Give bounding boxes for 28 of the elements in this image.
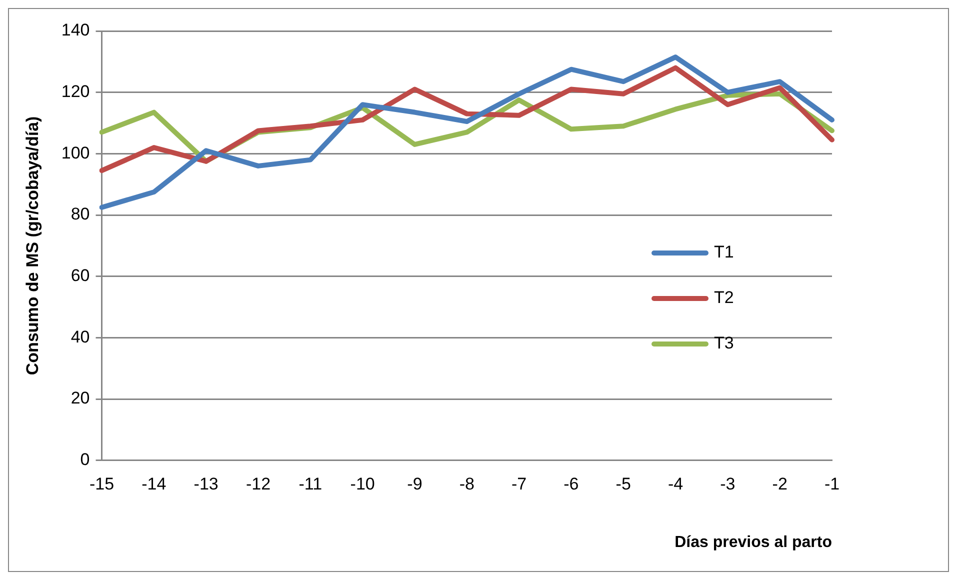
legend-label: T2 bbox=[714, 288, 734, 308]
x-tick-label: -2 bbox=[772, 474, 788, 494]
x-tick-label: -12 bbox=[246, 474, 271, 494]
x-tick-label: -11 bbox=[298, 474, 322, 494]
x-tick-label: -5 bbox=[616, 474, 631, 494]
y-tick-label: 0 bbox=[80, 450, 90, 470]
x-tick-label: -10 bbox=[350, 474, 375, 494]
x-tick-label: -14 bbox=[142, 474, 166, 494]
x-tick-label: -3 bbox=[720, 474, 736, 494]
y-tick-label: 80 bbox=[70, 204, 90, 224]
x-tick-label: -4 bbox=[668, 474, 684, 494]
legend-label: T3 bbox=[714, 334, 734, 353]
y-tick-label: 60 bbox=[70, 266, 90, 286]
x-tick-label: -15 bbox=[89, 474, 114, 494]
y-tick-label: 20 bbox=[70, 388, 90, 408]
y-axis-title: Consumo de MS (gr/cobaya/día) bbox=[22, 116, 42, 376]
x-tick-label: -13 bbox=[194, 474, 218, 494]
x-tick-label: -9 bbox=[407, 474, 422, 494]
legend-label: T1 bbox=[714, 242, 734, 262]
y-tick-label: 40 bbox=[70, 327, 90, 346]
y-tick-label: 120 bbox=[61, 82, 90, 102]
y-tick-label: 100 bbox=[61, 143, 90, 162]
x-tick-label: -8 bbox=[459, 474, 474, 494]
y-tick-label: 140 bbox=[61, 20, 90, 40]
x-axis-title: Días previos al parto bbox=[674, 534, 832, 551]
x-tick-label: -1 bbox=[824, 474, 840, 494]
x-tick-label: -7 bbox=[511, 474, 527, 494]
x-tick-label: -6 bbox=[564, 474, 579, 494]
